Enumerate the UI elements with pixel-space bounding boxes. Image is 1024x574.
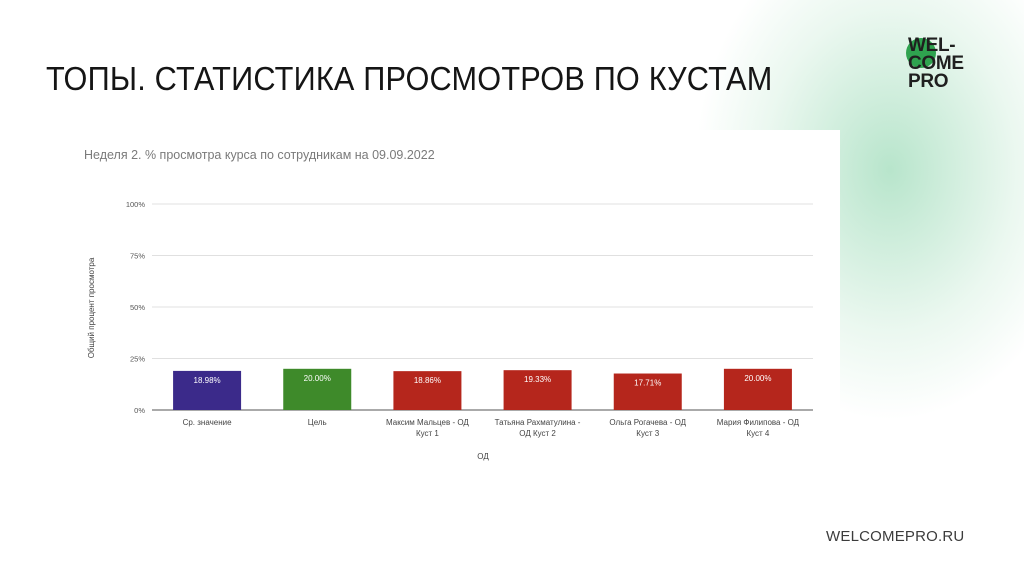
- x-tick-label-line: Ср. значение: [183, 418, 233, 427]
- x-tick-label-line: Цель: [308, 418, 327, 427]
- chart-title: Неделя 2. % просмотра курса по сотрудник…: [84, 148, 435, 162]
- x-tick-label-line: Куст 4: [746, 429, 769, 438]
- x-tick-label: Татьяна Рахматулина - ОД Куст 2: [495, 418, 581, 438]
- x-tick-label: Цель: [308, 418, 327, 427]
- logo-text: WEL- COME PRO: [908, 35, 972, 92]
- footer-url[interactable]: WELCOMEPRO.RU: [826, 528, 965, 545]
- y-tick-label: 25%: [130, 355, 145, 364]
- chart-bars: 18.98% 20.00% 18.86% 19.33% 17.71% 20.00%: [173, 368, 792, 410]
- x-axis-labels: Ср. значение Цель Максим Мальцев - ОД Куст …: [183, 418, 800, 438]
- x-tick-label: Максим Мальцев - ОД Куст 1: [386, 418, 469, 438]
- chart-card: Неделя 2. % просмотра курса по сотрудник…: [70, 130, 840, 475]
- slide-title: ТОПЫ. СТАТИСТИКА ПРОСМОТРОВ ПО КУСТАМ: [46, 60, 773, 97]
- logo-line-3: PRO: [908, 71, 949, 92]
- x-tick-label-line: Ольга Рогачева - ОД: [609, 418, 686, 427]
- bar-value-label: 20.00%: [744, 374, 771, 383]
- bar: [393, 371, 462, 410]
- y-tick-label: 75%: [130, 252, 145, 261]
- x-tick-label-line: ОД Куст 2: [519, 429, 556, 438]
- bar: [173, 370, 242, 410]
- x-axis-label: ОД: [477, 452, 489, 461]
- bar-value-label: 17.71%: [634, 379, 661, 388]
- x-tick-label-line: Мария Филипова - ОД: [717, 418, 800, 427]
- y-tick-label: 50%: [130, 303, 145, 312]
- bar-chart: Неделя 2. % просмотра курса по сотрудник…: [84, 148, 813, 461]
- bar: [723, 368, 792, 410]
- x-tick-label-line: Куст 1: [416, 429, 439, 438]
- logo-circle: [906, 38, 936, 68]
- bar: [503, 370, 572, 410]
- x-tick-label: Мария Филипова - ОД Куст 4: [717, 418, 800, 438]
- bar: [283, 368, 352, 410]
- bar-value-label: 20.00%: [304, 374, 331, 383]
- x-tick-label-line: Куст 3: [636, 429, 659, 438]
- logo-line-1: WEL-: [908, 35, 956, 56]
- y-tick-label: 0%: [134, 406, 145, 415]
- x-tick-label: Ольга Рогачева - ОД Куст 3: [609, 418, 686, 438]
- bar-value-label: 18.86%: [414, 376, 441, 385]
- bar-value-label: 18.98%: [194, 376, 221, 385]
- bar: [613, 373, 682, 410]
- y-axis-ticks: 0% 25% 50% 75% 100%: [126, 200, 146, 415]
- x-tick-label-line: Татьяна Рахматулина -: [495, 418, 581, 427]
- y-tick-label: 100%: [126, 200, 146, 209]
- welcomepro-logo: WEL- COME PRO: [904, 36, 968, 104]
- x-tick-label-line: Максим Мальцев - ОД: [386, 418, 469, 427]
- bar-value-label: 19.33%: [524, 375, 551, 384]
- x-tick-label: Ср. значение: [183, 418, 233, 427]
- y-axis-label: Общий процент просмотра: [87, 257, 96, 358]
- logo-line-2: COME: [908, 53, 964, 74]
- chart-grid: [152, 203, 813, 411]
